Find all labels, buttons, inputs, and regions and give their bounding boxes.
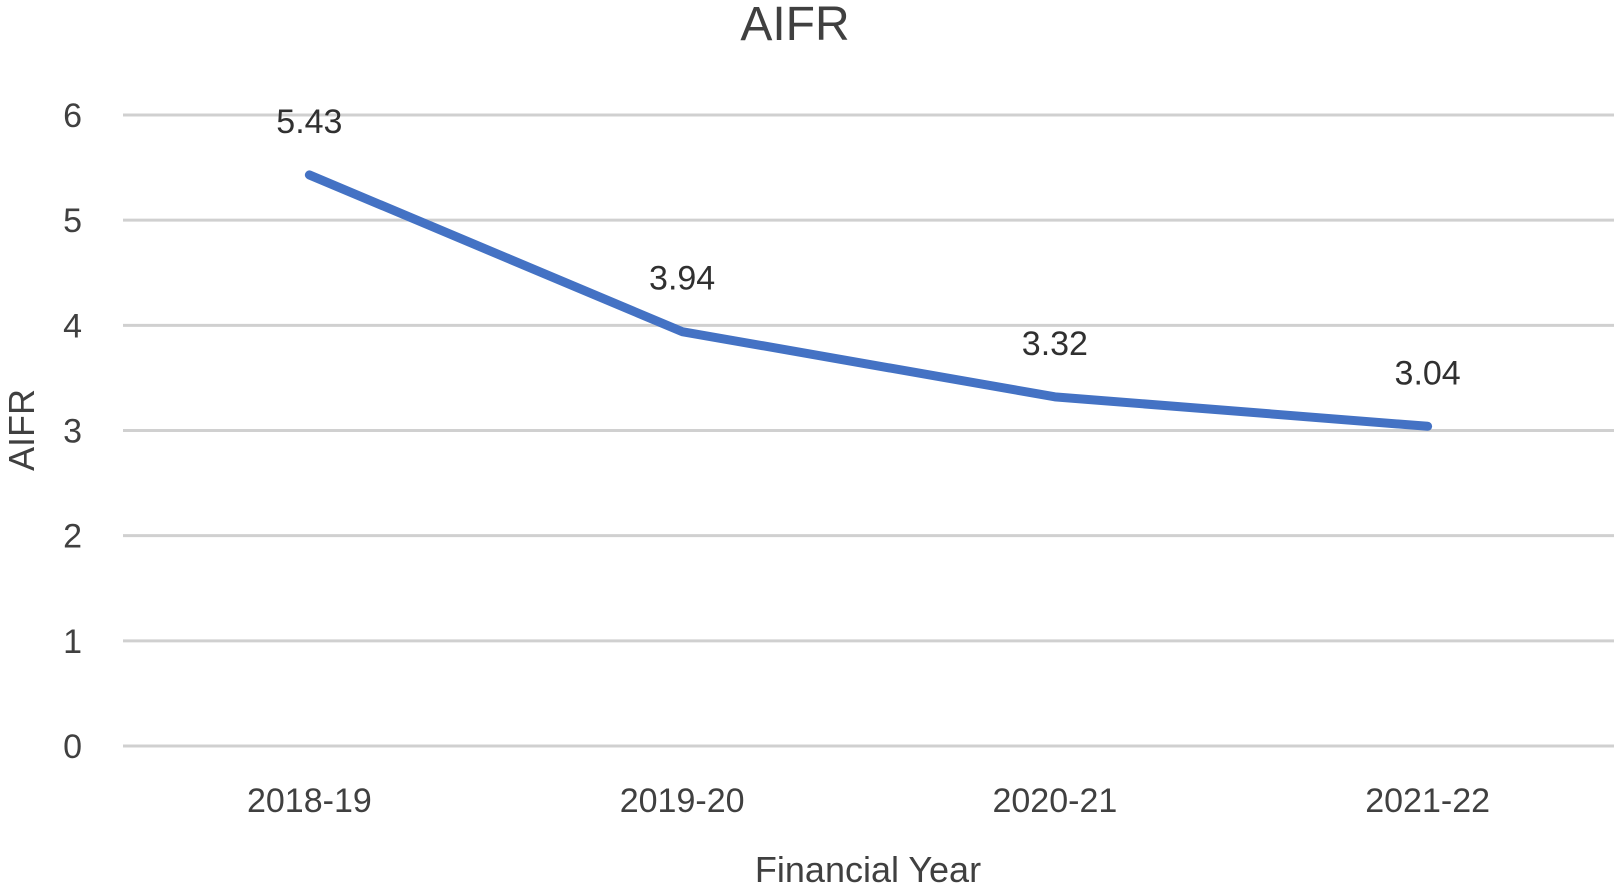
y-tick-label: 0	[63, 728, 82, 766]
y-tick-label: 5	[63, 202, 82, 240]
data-point	[308, 173, 311, 176]
x-axis-ticks: 2018-19 2019-20 2020-21 2021-22	[247, 782, 1490, 820]
y-axis-title: AIFR	[1, 389, 42, 471]
data-label: 3.32	[1022, 325, 1088, 363]
y-tick-label: 6	[63, 97, 82, 135]
y-axis-ticks: 0 1 2 3 4 5 6	[63, 97, 82, 766]
data-point	[1053, 395, 1056, 398]
y-tick-label: 2	[63, 518, 82, 556]
x-axis-title: Financial Year	[755, 849, 981, 886]
data-label: 3.94	[649, 260, 715, 298]
data-point	[1426, 425, 1429, 428]
x-tick-label: 2021-22	[1365, 782, 1490, 820]
y-tick-label: 1	[63, 623, 82, 661]
chart-title: AIFR	[740, 0, 849, 51]
series-line	[304, 170, 1433, 431]
y-tick-label: 3	[63, 413, 82, 451]
data-label: 5.43	[276, 103, 342, 141]
x-tick-label: 2019-20	[620, 782, 745, 820]
gridlines	[123, 113, 1614, 748]
y-tick-label: 4	[63, 307, 82, 345]
data-labels: 5.43 3.94 3.32 3.04	[276, 103, 1460, 392]
data-label: 3.04	[1395, 354, 1461, 392]
x-tick-label: 2018-19	[247, 782, 372, 820]
data-point	[681, 330, 684, 333]
x-tick-label: 2020-21	[992, 782, 1117, 820]
series-layer	[304, 170, 1433, 431]
